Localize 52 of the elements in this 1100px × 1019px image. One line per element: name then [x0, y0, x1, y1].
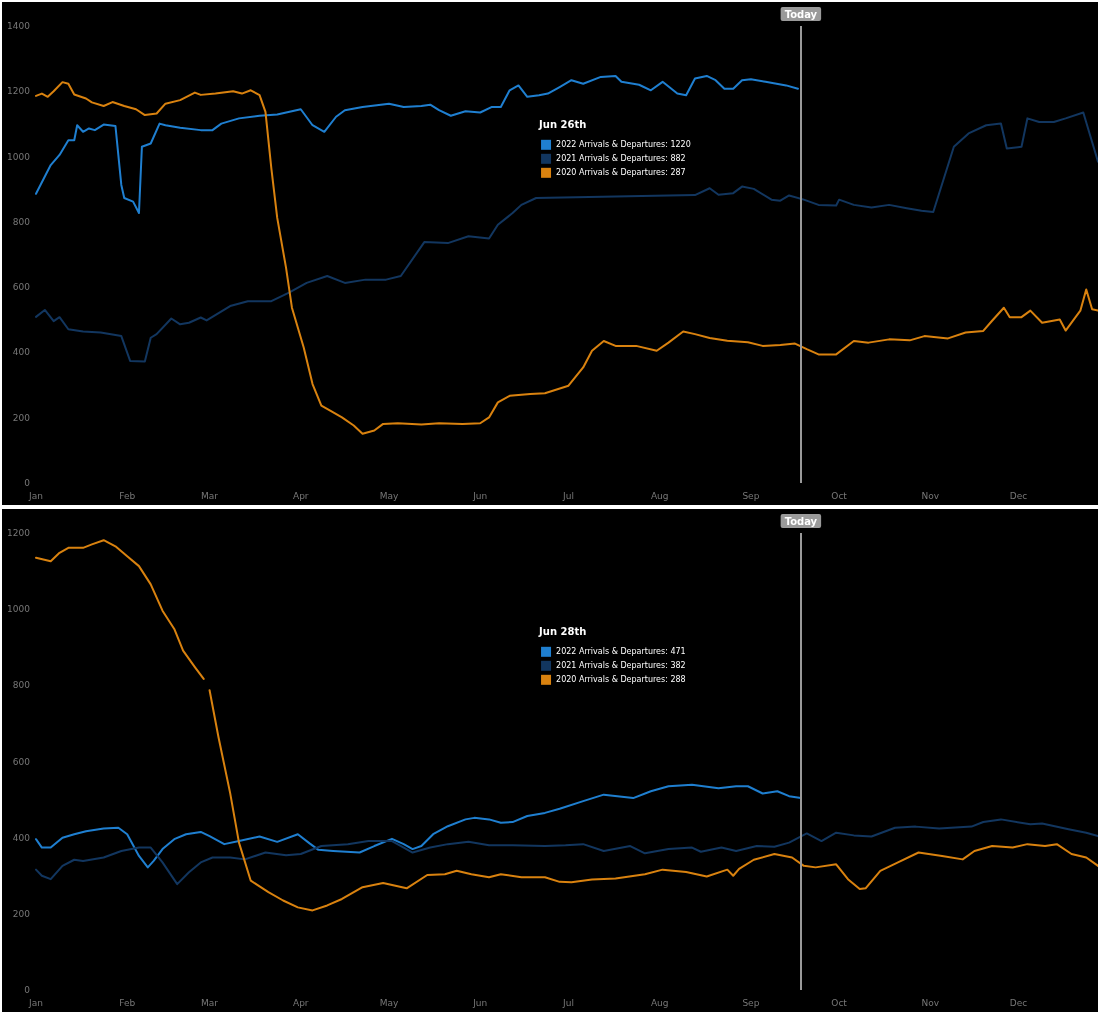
x-tick-label: Jan: [28, 997, 43, 1008]
x-tick-label: May: [379, 997, 399, 1008]
y-tick-label: 200: [12, 412, 31, 423]
y-tick-label: 200: [12, 908, 31, 919]
x-tick-label: Feb: [119, 490, 136, 501]
y-tick-label: 1000: [7, 151, 31, 162]
x-tick-label: Mar: [201, 490, 219, 501]
legend-label: 2020 Arrivals & Departures: 288: [556, 675, 686, 685]
legend-label: 2020 Arrivals & Departures: 287: [556, 168, 686, 178]
x-tick-label: Apr: [292, 490, 309, 501]
x-tick-label: Nov: [921, 490, 940, 501]
legend-title: Jun 28th: [538, 626, 587, 638]
legend-label: 2021 Arrivals & Departures: 382: [556, 661, 686, 671]
y-tick-label: 400: [12, 832, 31, 843]
x-tick-label: Oct: [831, 997, 848, 1008]
y-tick-label: 1000: [7, 604, 31, 615]
y-tick-label: 600: [12, 756, 31, 767]
legend-label: 2022 Arrivals & Departures: 1220: [556, 140, 691, 150]
x-tick-label: Apr: [292, 997, 309, 1008]
legend-title: Jun 26th: [538, 119, 587, 131]
ref-line-label: Today: [784, 8, 818, 20]
legend-label: 2022 Arrivals & Departures: 471: [556, 647, 686, 657]
x-tick-label: Dec: [1009, 490, 1028, 501]
y-tick-label: 800: [12, 216, 31, 227]
y-tick-label: 0: [24, 478, 31, 488]
y-tick-label: 800: [12, 680, 31, 691]
y-tick-label: 400: [12, 347, 31, 358]
x-tick-label: Dec: [1009, 997, 1028, 1008]
x-tick-label: Sep: [742, 490, 760, 501]
x-tick-label: Jun: [472, 997, 488, 1008]
y-tick-label: 600: [12, 282, 31, 293]
x-tick-label: Sep: [742, 997, 760, 1008]
x-tick-label: Mar: [201, 997, 219, 1008]
line-series: [35, 111, 1098, 363]
y-tick-label: 1400: [7, 21, 31, 31]
x-tick-label: Jan: [28, 490, 43, 501]
x-tick-label: May: [379, 490, 399, 501]
y-tick-label: 0: [24, 985, 31, 995]
line-series: [35, 74, 799, 215]
x-tick-label: Oct: [831, 490, 848, 501]
x-tick-label: Nov: [921, 997, 940, 1008]
legend-label: 2021 Arrivals & Departures: 882: [556, 154, 686, 164]
x-tick-label: Aug: [650, 490, 669, 501]
y-tick-label: 1200: [7, 86, 31, 97]
x-tick-label: Aug: [650, 997, 669, 1008]
x-tick-label: Jun: [472, 490, 488, 501]
x-tick-label: Jul: [562, 997, 574, 1008]
x-tick-label: Feb: [119, 997, 136, 1008]
y-tick-label: 1200: [7, 528, 31, 538]
x-tick-label: Jul: [562, 490, 574, 501]
line-series: [35, 783, 802, 869]
ref-line-label: Today: [784, 515, 818, 527]
